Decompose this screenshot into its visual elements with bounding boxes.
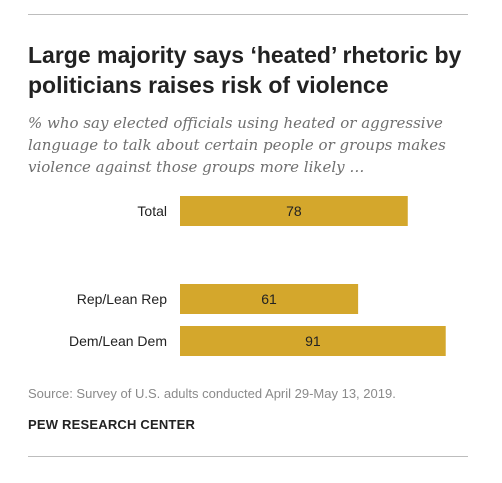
category-label-total: Total bbox=[137, 203, 167, 219]
bottom-rule bbox=[28, 456, 468, 457]
chart-title: Large majority says ‘heated’ rhetoric by… bbox=[28, 42, 462, 98]
bar-dem-lean-dem bbox=[180, 326, 446, 356]
value-label-rep-lean-rep: 61 bbox=[261, 291, 277, 307]
bar-chart: Total 78 Rep/Lean Rep 61 Dem/Lean Dem 91 bbox=[69, 196, 446, 356]
category-label-dem-lean-dem: Dem/Lean Dem bbox=[69, 333, 167, 349]
value-label-total: 78 bbox=[286, 203, 302, 219]
organization-name: PEW RESEARCH CENTER bbox=[28, 417, 196, 432]
value-label-dem-lean-dem: 91 bbox=[305, 333, 321, 349]
bar-rep-lean-rep bbox=[180, 284, 359, 314]
bar-total bbox=[180, 196, 408, 226]
top-rule bbox=[28, 14, 468, 15]
source-note: Source: Survey of U.S. adults conducted … bbox=[28, 386, 396, 401]
chart-subtitle: % who say elected officials using heated… bbox=[28, 114, 446, 176]
category-label-rep-lean-rep: Rep/Lean Rep bbox=[77, 291, 168, 307]
